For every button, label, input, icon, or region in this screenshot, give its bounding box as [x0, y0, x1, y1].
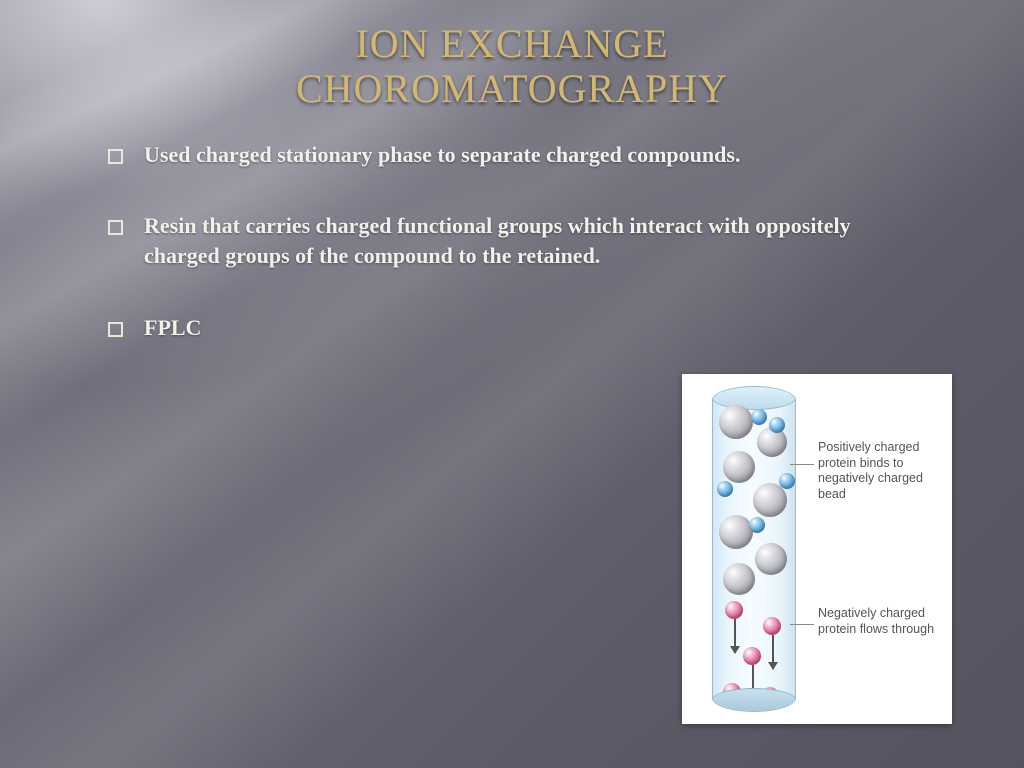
column-wrap — [700, 386, 808, 712]
flow-arrow-icon — [772, 635, 774, 669]
resin-bead-icon — [753, 483, 787, 517]
resin-bead-icon — [719, 515, 753, 549]
title-line-2: CHOROMATOGRAPHY — [296, 66, 728, 111]
positive-protein-icon — [749, 517, 765, 533]
chromatography-column — [712, 386, 796, 712]
resin-bead-icon — [755, 543, 787, 575]
figure-label-top: Positively charged protein binds to nega… — [818, 440, 946, 503]
slide: ION EXCHANGE CHOROMATOGRAPHY Used charge… — [0, 0, 1024, 768]
resin-bead-icon — [719, 405, 753, 439]
resin-bead-icon — [723, 563, 755, 595]
resin-bead-icon — [723, 451, 755, 483]
bullet-list: Used charged stationary phase to separat… — [60, 140, 964, 343]
bullet-item: Resin that carries charged functional gr… — [108, 211, 928, 270]
leader-line — [790, 624, 814, 625]
negative-protein-icon — [761, 687, 779, 705]
flow-arrow-icon — [734, 619, 736, 653]
positive-protein-icon — [751, 409, 767, 425]
slide-title: ION EXCHANGE CHOROMATOGRAPHY — [60, 22, 964, 112]
positive-protein-icon — [717, 481, 733, 497]
negative-protein-icon — [723, 683, 741, 701]
negative-protein-icon — [725, 601, 743, 619]
negative-protein-icon — [743, 647, 761, 665]
bullet-item: Used charged stationary phase to separat… — [108, 140, 928, 170]
figure-label-bottom: Negatively charged protein flows through — [818, 606, 946, 637]
negative-protein-icon — [763, 617, 781, 635]
positive-protein-icon — [779, 473, 795, 489]
leader-line — [790, 464, 814, 465]
title-line-1: ION EXCHANGE — [355, 21, 668, 66]
positive-protein-icon — [769, 417, 785, 433]
bullet-item: FPLC — [108, 313, 928, 343]
chromatography-diagram: Positively charged protein binds to nega… — [682, 374, 952, 724]
flow-arrow-icon — [752, 665, 754, 695]
